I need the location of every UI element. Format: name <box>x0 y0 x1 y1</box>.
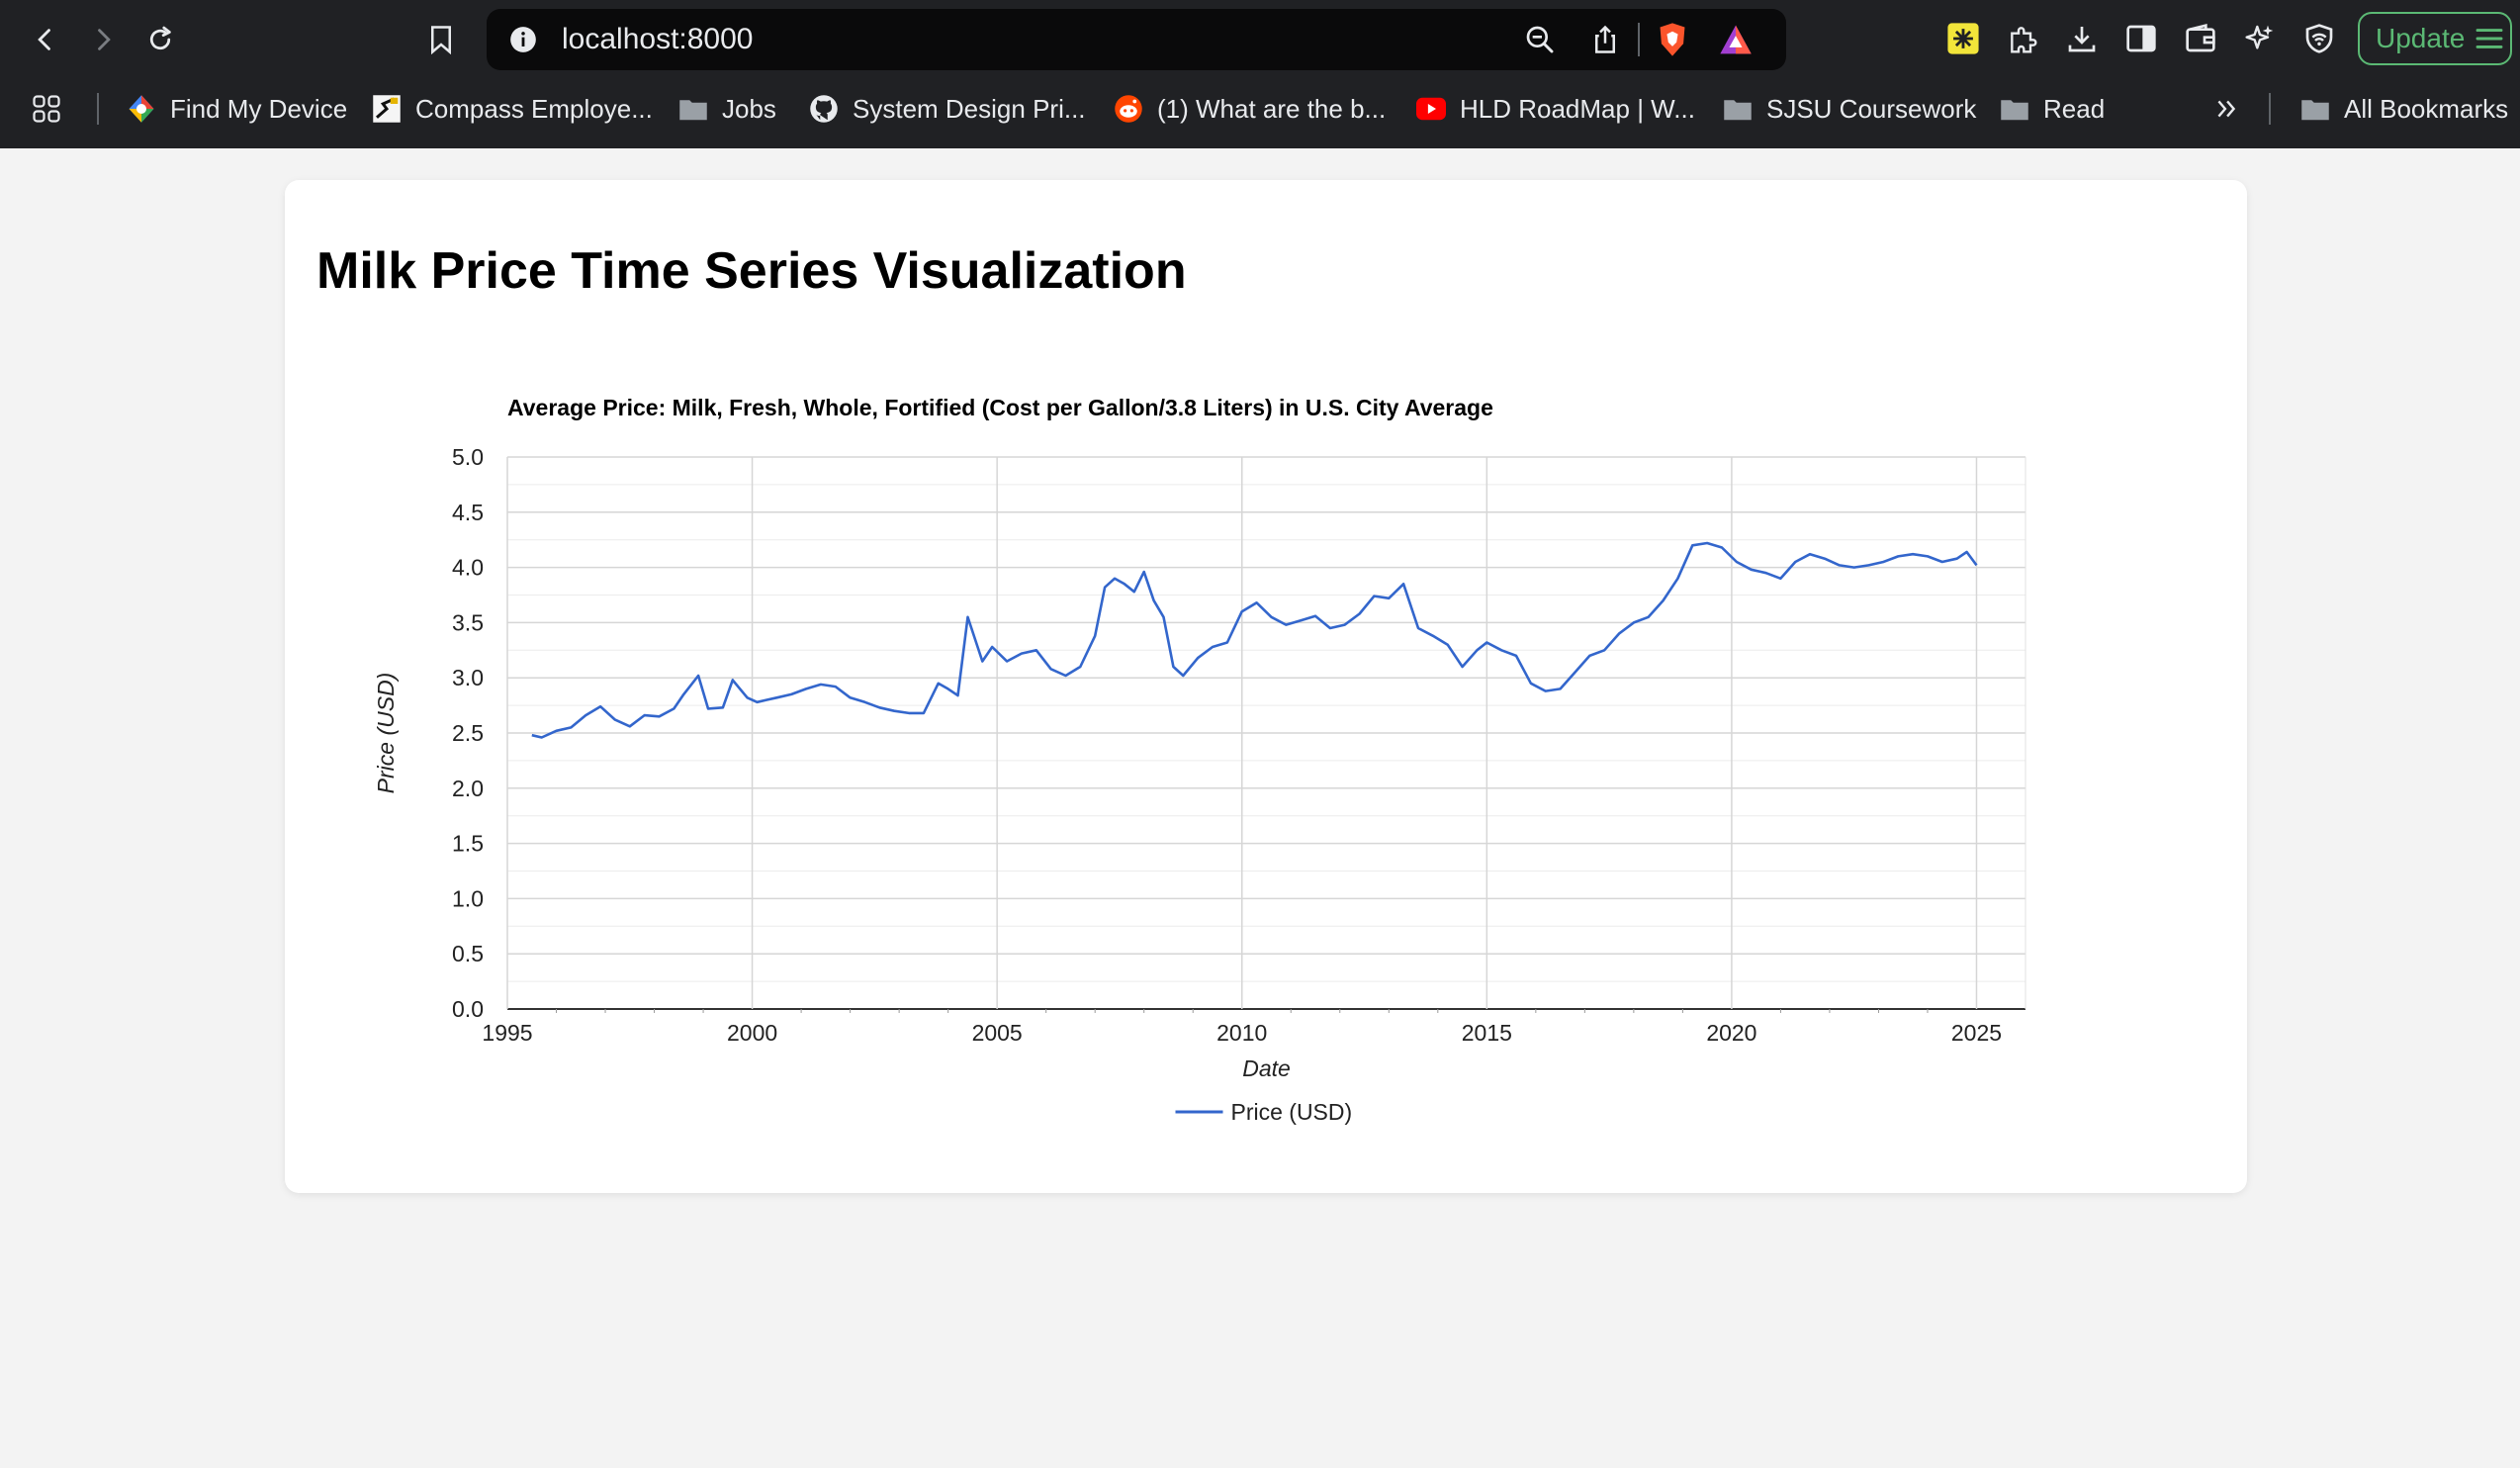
y-axis-label: Price (USD) <box>373 673 399 794</box>
bookmark-label: HLD RoadMap | W... <box>1460 93 1695 124</box>
back-arrow-icon <box>38 29 50 50</box>
find-my-device-icon <box>127 94 156 124</box>
chart-title: Average Price: Milk, Fresh, Whole, Forti… <box>507 395 1493 420</box>
series-line-price <box>531 541 1978 739</box>
more-bookmarks-button[interactable] <box>2211 79 2241 138</box>
apps-grid-icon <box>32 94 61 124</box>
forward-button[interactable] <box>83 20 123 59</box>
all-bookmarks-label: All Bookmarks <box>2344 93 2509 124</box>
extension-yellow-icon[interactable] <box>1944 20 1982 57</box>
bookmark-reddit[interactable]: (1) What are the b... <box>1114 79 1386 138</box>
all-bookmarks-button[interactable]: All Bookmarks <box>2300 79 2508 138</box>
back-button[interactable] <box>26 20 65 59</box>
y-tick-label: 2.0 <box>452 776 484 801</box>
bookmark-label: System Design Pri... <box>853 93 1086 124</box>
omnibox-divider <box>1638 23 1640 56</box>
bookmark-hld-roadmap[interactable]: HLD RoadMap | W... <box>1416 79 1695 138</box>
folder-icon <box>678 94 708 124</box>
folder-icon <box>1723 94 1753 124</box>
browser-toolbar: localhost:8000 <box>0 0 2520 79</box>
bookmark-system-design[interactable]: System Design Pri... <box>809 79 1086 138</box>
bookmark-label: Compass Employe... <box>415 93 653 124</box>
extensions-puzzle-icon[interactable] <box>2004 20 2041 57</box>
folder-icon <box>2300 94 2330 124</box>
bookmarks-separator <box>2269 93 2271 125</box>
chevron-double-right-icon <box>2211 94 2241 124</box>
reload-button[interactable] <box>140 20 180 59</box>
reload-icon <box>149 26 171 49</box>
bookmark-page-button[interactable] <box>421 20 461 59</box>
forward-arrow-icon <box>98 29 111 50</box>
update-button[interactable]: Update <box>2358 12 2512 65</box>
x-tick-label: 2010 <box>1216 1020 1267 1046</box>
bookmark-label: (1) What are the b... <box>1157 93 1387 124</box>
price-line-chart: 0.0 0.5 1.0 1.5 2.0 2.5 3.0 3.5 4.0 4.5 5.0 1995 200… <box>373 395 2026 1125</box>
update-label: Update <box>2376 23 2466 53</box>
apps-button[interactable] <box>32 79 61 138</box>
x-tick-label: 2015 <box>1462 1020 1512 1046</box>
bookmark-label: SJSU Coursework <box>1766 93 1977 124</box>
y-tick-label: 1.5 <box>452 831 484 857</box>
bookmarks-bar: Find My Device Compass Employe... Jobs S… <box>0 79 2520 148</box>
leo-ai-icon[interactable] <box>2241 20 2279 57</box>
youtube-icon <box>1416 94 1446 124</box>
bookmark-compass[interactable]: Compass Employe... <box>372 79 653 138</box>
y-tick-label: 0.5 <box>452 941 484 966</box>
x-tick-label: 2000 <box>727 1020 777 1046</box>
bookmark-sjsu-coursework[interactable]: SJSU Coursework <box>1723 79 1976 138</box>
folder-icon <box>2000 94 2029 124</box>
y-tick-label: 4.0 <box>452 555 484 581</box>
y-tick-label: 4.5 <box>452 500 484 525</box>
wallet-icon[interactable] <box>2182 20 2219 57</box>
y-tick-label: 3.0 <box>452 665 484 690</box>
github-icon <box>809 94 839 124</box>
x-tick-label: 2025 <box>1951 1020 2002 1046</box>
bookmark-jobs[interactable]: Jobs <box>678 79 776 138</box>
address-bar[interactable]: localhost:8000 <box>487 9 1786 70</box>
browser-chrome: localhost:8000 <box>0 0 2520 148</box>
x-axis-label: Date <box>1242 1055 1291 1081</box>
x-tick-label: 2020 <box>1706 1020 1756 1046</box>
site-info-icon[interactable] <box>506 23 540 56</box>
share-icon[interactable] <box>1588 23 1622 56</box>
brave-shields-icon[interactable] <box>1656 23 1689 56</box>
x-tick-label: 2005 <box>972 1020 1023 1046</box>
y-tick-label: 5.0 <box>452 444 484 470</box>
y-tick-label: 0.0 <box>452 996 484 1022</box>
reddit-icon <box>1114 94 1143 124</box>
bookmark-label: Find My Device <box>170 93 348 124</box>
compass-icon <box>372 94 402 124</box>
y-tick-label: 2.5 <box>452 720 484 746</box>
y-tick-label: 3.5 <box>452 609 484 635</box>
brave-rewards-icon[interactable] <box>1719 23 1753 56</box>
bookmark-read[interactable]: Read <box>2000 79 2105 138</box>
bookmark-label: Read <box>2043 93 2106 124</box>
url-text[interactable]: localhost:8000 <box>562 23 754 55</box>
sidebar-toggle-icon[interactable] <box>2122 20 2160 57</box>
menu-icon <box>2475 29 2503 48</box>
y-tick-label: 1.0 <box>452 885 484 911</box>
bookmark-icon <box>431 26 451 54</box>
zoom-icon[interactable] <box>1523 23 1557 56</box>
chart-card: Milk Price Time Series Visualization 0.0… <box>285 180 2247 1193</box>
page-title: Milk Price Time Series Visualization <box>316 242 1187 300</box>
bookmark-find-my-device[interactable]: Find My Device <box>127 79 347 138</box>
bookmarks-separator <box>97 93 99 125</box>
downloads-icon[interactable] <box>2063 20 2101 57</box>
legend-label: Price (USD) <box>1231 1099 1353 1125</box>
x-tick-label: 1995 <box>482 1020 532 1046</box>
vpn-shield-icon[interactable] <box>2300 20 2338 57</box>
bookmark-label: Jobs <box>722 93 776 124</box>
